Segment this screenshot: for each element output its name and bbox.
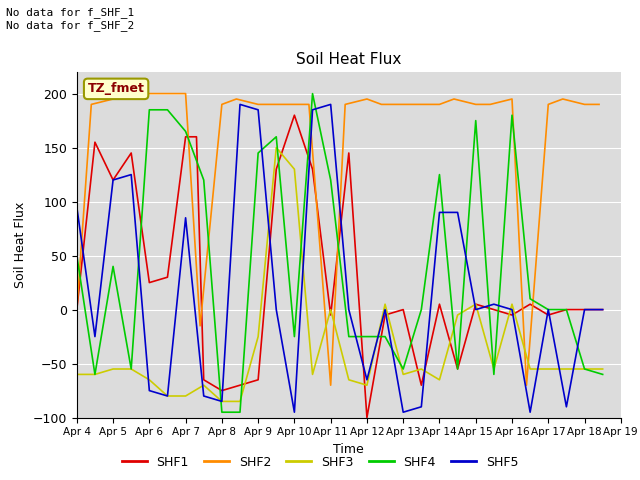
Title: Soil Heat Flux: Soil Heat Flux bbox=[296, 52, 401, 67]
Text: No data for f_SHF_1
No data for f_SHF_2: No data for f_SHF_1 No data for f_SHF_2 bbox=[6, 7, 134, 31]
Y-axis label: Soil Heat Flux: Soil Heat Flux bbox=[14, 202, 27, 288]
Legend: SHF1, SHF2, SHF3, SHF4, SHF5: SHF1, SHF2, SHF3, SHF4, SHF5 bbox=[116, 451, 524, 474]
Text: TZ_fmet: TZ_fmet bbox=[88, 83, 145, 96]
X-axis label: Time: Time bbox=[333, 443, 364, 456]
